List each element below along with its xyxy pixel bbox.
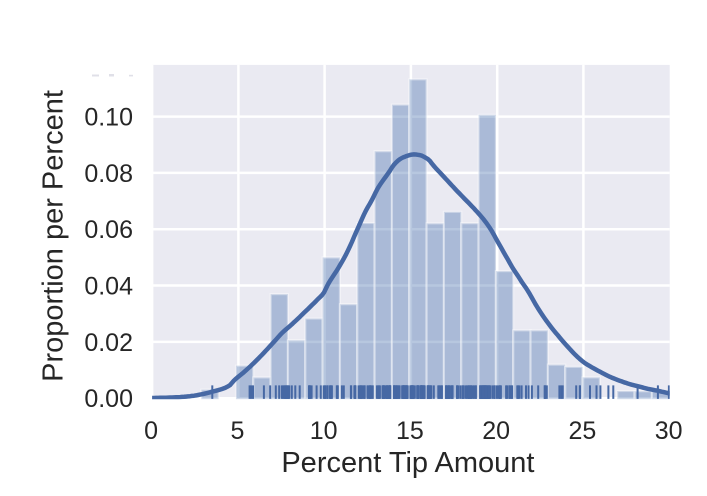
svg-text:Proportion per Percent: Proportion per Percent <box>38 90 70 382</box>
svg-text:0.02: 0.02 <box>84 329 133 357</box>
svg-text:0.10: 0.10 <box>84 104 133 132</box>
svg-text:10: 10 <box>310 417 338 445</box>
svg-text:20: 20 <box>482 417 510 445</box>
svg-text:0.06: 0.06 <box>84 216 133 244</box>
svg-text:30: 30 <box>655 417 683 445</box>
svg-text:5: 5 <box>230 417 244 445</box>
svg-text:0.08: 0.08 <box>84 160 133 188</box>
svg-text:0.00: 0.00 <box>84 385 133 413</box>
svg-text:Percent Tip Amount: Percent Tip Amount <box>281 447 534 479</box>
svg-text:0: 0 <box>144 417 158 445</box>
svg-text:25: 25 <box>568 417 596 445</box>
svg-text:0.04: 0.04 <box>84 273 133 301</box>
svg-text:15: 15 <box>396 417 424 445</box>
